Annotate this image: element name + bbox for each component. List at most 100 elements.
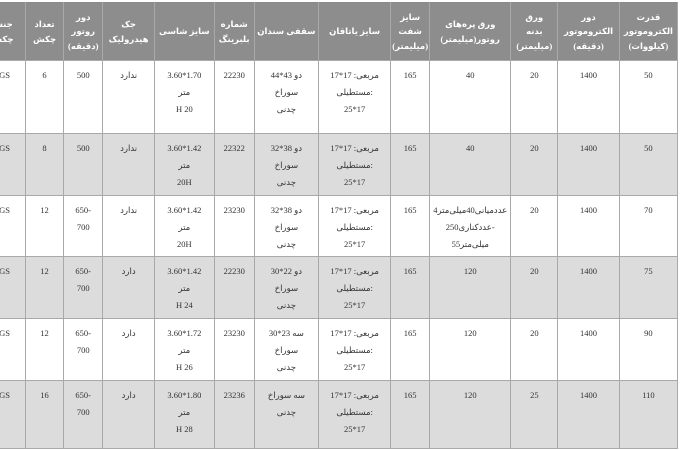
table-row: ZGS8500ندارد3.60*1.42 متر 20H2232232*38 … bbox=[0, 133, 679, 196]
cell-rotor-blade-sheet: 40 bbox=[429, 133, 512, 196]
cell-motor-rpm: 1400 bbox=[557, 133, 620, 196]
cell-body-sheet: 20 bbox=[510, 256, 559, 319]
cell-chassis-size: 3.60*1.42 متر H 24 bbox=[153, 256, 215, 319]
cell-motor-power: 110 bbox=[618, 380, 679, 449]
cell-bearing-number: 22230 bbox=[213, 256, 255, 319]
cell-anvil: 44*43 دو سوراخ چدنی bbox=[253, 60, 320, 134]
cell-anvil: 32*38 دو سوراخ چدنی bbox=[253, 195, 320, 257]
column-header-hammer-count: تعداد چکش bbox=[24, 2, 65, 61]
cell-bearing-size: مربعی: 17*17 مستطیلی: 25*17 bbox=[318, 60, 392, 134]
cell-shaft-size: 165 bbox=[390, 256, 431, 319]
cell-body-sheet: 20 bbox=[510, 133, 559, 196]
cell-hammer-material: ZGS bbox=[0, 256, 26, 319]
cell-shaft-size: 165 bbox=[390, 195, 431, 257]
cell-body-sheet: 20 bbox=[510, 195, 559, 257]
cell-shaft-size: 165 bbox=[390, 133, 431, 196]
cell-motor-power: 75 bbox=[618, 256, 679, 319]
cell-rotor-rpm: 500 bbox=[63, 133, 104, 196]
cell-hammer-count: 12 bbox=[24, 318, 65, 381]
column-header-rotor-rpm: دور روتور (دقیقه) bbox=[63, 2, 104, 61]
cell-rotor-blade-sheet: 120 bbox=[429, 256, 512, 319]
cell-motor-power: 50 bbox=[618, 133, 679, 196]
cell-motor-power: 50 bbox=[618, 60, 679, 134]
column-header-anvil: سقفی سندان bbox=[253, 2, 320, 61]
column-header-bearing-size: سایز یاتاقان bbox=[318, 2, 392, 61]
cell-bearing-number: 23230 bbox=[213, 318, 255, 381]
cell-shaft-size: 165 bbox=[390, 318, 431, 381]
cell-hammer-count: 16 bbox=[24, 380, 65, 449]
cell-rotor-blade-sheet: 120 bbox=[429, 318, 512, 381]
cell-rotor-rpm: 500 bbox=[63, 60, 104, 134]
cell-rotor-blade-sheet: 40 bbox=[429, 60, 512, 134]
cell-chassis-size: 3.60*1.42 متر 20H bbox=[153, 195, 215, 257]
column-header-motor-power: قدرت الکتروموتور (کیلووات) bbox=[618, 2, 679, 61]
cell-motor-rpm: 1400 bbox=[557, 256, 620, 319]
column-header-hammer-material: جنس چکش bbox=[0, 2, 26, 61]
cell-rotor-rpm: 650- 700 bbox=[63, 380, 104, 449]
cell-bearing-number: 23236 bbox=[213, 380, 255, 449]
cell-hammer-material: ZGS bbox=[0, 318, 26, 381]
column-header-bearing-number: شماره بلبرینگ bbox=[213, 2, 255, 61]
cell-motor-rpm: 1400 bbox=[557, 318, 620, 381]
cell-hammer-count: 12 bbox=[24, 195, 65, 257]
cell-hammer-material: ZGS bbox=[0, 380, 26, 449]
cell-chassis-size: 3.60*1.80 متر H 28 bbox=[153, 380, 215, 449]
column-header-body-sheet: ورق بدنه (میلیمتر) bbox=[510, 2, 559, 61]
cell-motor-rpm: 1400 bbox=[557, 380, 620, 449]
cell-chassis-size: 3.60*1.70 متر H 20 bbox=[153, 60, 215, 134]
cell-anvil: 30*23 سه سوراخ چدنی bbox=[253, 318, 320, 381]
cell-chassis-size: 3.60*1.42 متر 20H bbox=[153, 133, 215, 196]
cell-hammer-count: 12 bbox=[24, 256, 65, 319]
column-header-hydraulic-jack: جک هیدرولیک bbox=[102, 2, 155, 61]
cell-bearing-size: مربعی: 17*17 مستطیلی: 25*17 bbox=[318, 318, 392, 381]
cell-bearing-number: 22230 bbox=[213, 60, 255, 134]
cell-bearing-number: 22322 bbox=[213, 133, 255, 196]
cell-hydraulic-jack: دارد bbox=[102, 380, 155, 449]
cell-bearing-size: مربعی: 17*17 مستطیلی: 25*17 bbox=[318, 195, 392, 257]
column-header-motor-rpm: دور الکتروموتور (دقیقه) bbox=[557, 2, 620, 61]
cell-motor-power: 90 bbox=[618, 318, 679, 381]
cell-hammer-material: ZGS bbox=[0, 195, 26, 257]
cell-hydraulic-jack: ندارد bbox=[102, 133, 155, 196]
cell-hammer-material: ZGS bbox=[0, 133, 26, 196]
table-row: ZGS6500ندارد3.60*1.70 متر H 202223044*43… bbox=[0, 60, 679, 134]
cell-body-sheet: 20 bbox=[510, 318, 559, 381]
cell-hammer-count: 8 bbox=[24, 133, 65, 196]
cell-hammer-material: ZGS bbox=[0, 60, 26, 134]
cell-body-sheet: 25 bbox=[510, 380, 559, 449]
cell-rotor-rpm: 650- 700 bbox=[63, 195, 104, 257]
column-header-shaft-size: سایز شفت (میلیمتر) bbox=[390, 2, 431, 61]
cell-anvil: 30*22 دو سوراخ چدنی bbox=[253, 256, 320, 319]
cell-hammer-count: 6 bbox=[24, 60, 65, 134]
cell-rotor-rpm: 650- 700 bbox=[63, 318, 104, 381]
column-header-chassis-size: سایز شاسی bbox=[153, 2, 215, 61]
cell-chassis-size: 3.60*1.72 متر H 26 bbox=[153, 318, 215, 381]
cell-rotor-blade-sheet: 120 bbox=[429, 380, 512, 449]
cell-hydraulic-jack: دارد bbox=[102, 318, 155, 381]
column-header-rotor-blade-sheet: ورق پره‌های روتور(میلیمتر) bbox=[429, 2, 512, 61]
cell-bearing-size: مربعی: 17*17 مستطیلی: 25*17 bbox=[318, 256, 392, 319]
cell-anvil: سه سوراخ چدنی bbox=[253, 380, 320, 449]
cell-hydraulic-jack: ندارد bbox=[102, 60, 155, 134]
cell-motor-power: 70 bbox=[618, 195, 679, 257]
cell-shaft-size: 165 bbox=[390, 60, 431, 134]
cell-shaft-size: 165 bbox=[390, 380, 431, 449]
cell-hydraulic-jack: ندارد bbox=[102, 195, 155, 257]
cell-bearing-size: مربعی: 17*17 مستطیلی: 25*17 bbox=[318, 133, 392, 196]
cell-bearing-size: مربعی: 17*17 مستطیلی: 25*17 bbox=[318, 380, 392, 449]
cell-bearing-number: 23230 bbox=[213, 195, 255, 257]
cell-body-sheet: 20 bbox=[510, 60, 559, 134]
cell-anvil: 32*38 دو سوراخ چدنی bbox=[253, 133, 320, 196]
cell-rotor-blade-sheet: 4عددمیانی40میلی‌متر 2عددکناری50- 55میلی‌… bbox=[429, 195, 512, 257]
cell-motor-rpm: 1400 bbox=[557, 60, 620, 134]
cell-rotor-rpm: 650- 700 bbox=[63, 256, 104, 319]
cell-motor-rpm: 1400 bbox=[557, 195, 620, 257]
